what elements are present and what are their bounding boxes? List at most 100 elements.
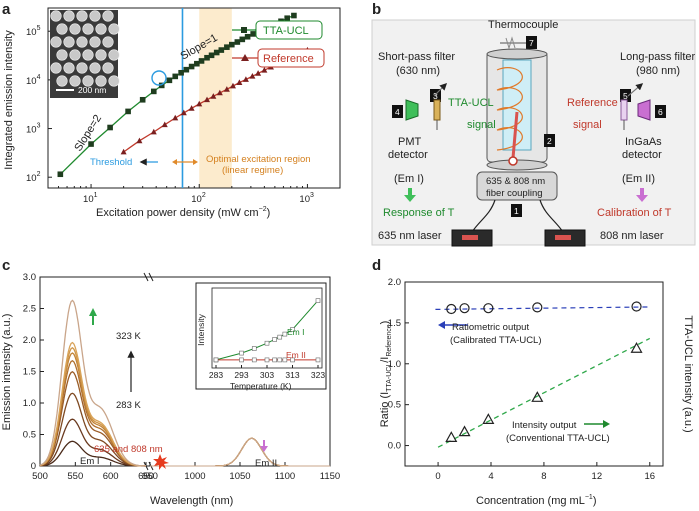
plot-c-xlabel: Wavelength (nm) <box>150 495 233 507</box>
intensity-fit <box>437 337 651 448</box>
inset-point <box>272 337 277 342</box>
tta-ucl-point <box>88 141 94 147</box>
long-pass-filter <box>620 99 628 121</box>
badge-1 <box>511 204 522 217</box>
particle <box>102 62 114 74</box>
inset-xtick-label: 293 <box>234 370 248 380</box>
reference-point <box>188 105 195 111</box>
laser-808-unit <box>544 229 586 247</box>
ytick-label-c: 0.5 <box>23 430 36 441</box>
particle <box>108 49 120 61</box>
ytick-label-c: 1.0 <box>23 398 36 409</box>
temp-low-label: 283 K <box>116 400 141 411</box>
particle <box>63 10 75 22</box>
plot-d-points <box>445 301 643 442</box>
ratiometric-point <box>446 303 457 315</box>
fiber-label-2: fiber coupling <box>486 188 543 199</box>
svg-text:3: 3 <box>433 91 438 101</box>
inset-point <box>251 346 257 351</box>
reference-point <box>216 89 223 96</box>
em2-label-c: Em II <box>255 458 277 469</box>
inset-point <box>239 357 244 363</box>
spectrum-em2-323K <box>150 437 330 467</box>
xtick-label-a: 101 <box>83 192 98 205</box>
intensity-point <box>482 413 495 424</box>
particle <box>82 49 94 61</box>
xtick-label-c: 1150 <box>320 471 340 482</box>
plot-d-ticks: 0.0 0.5 1.0 1.5 2.0 0 4 8 12 16 <box>388 277 655 482</box>
intensity-point <box>458 425 471 437</box>
calibration-arrow <box>636 188 648 202</box>
xtick-label-a: 103 <box>299 192 314 205</box>
xtick-label-d: 0 <box>435 471 440 482</box>
xtick-label-c: 1050 <box>229 471 250 482</box>
inset-point <box>290 357 295 363</box>
svg-text:1: 1 <box>514 206 519 216</box>
ratiometric-point <box>459 303 470 314</box>
inset-point <box>277 357 283 363</box>
reference-point <box>136 137 143 144</box>
ingaas-label-2: detector <box>622 149 662 161</box>
tta-ucl-point <box>57 171 64 178</box>
laser-635-label: 635 nm laser <box>378 230 442 242</box>
beam-signal-left: signal <box>467 119 496 131</box>
particle <box>95 23 107 35</box>
response-label: Response of T <box>383 207 455 219</box>
calibration-label: Calibration of T <box>597 207 672 219</box>
threshold-circle <box>151 70 167 86</box>
tta-ucl-point <box>125 108 131 115</box>
scalebar-label: 200 nm <box>78 85 106 95</box>
plot-d-frame <box>404 281 664 467</box>
tta-ucl-point <box>198 58 205 64</box>
badge-6 <box>655 105 666 118</box>
reference-point <box>204 96 211 103</box>
particle <box>108 23 120 35</box>
inset-xlabel: Temperature (K) <box>230 381 292 391</box>
particle <box>56 23 68 35</box>
spectrum-em1-288K <box>39 418 146 467</box>
reference-point <box>242 76 249 82</box>
tta-ucl-point <box>204 54 210 61</box>
reference-point <box>180 109 187 116</box>
inset-frame <box>195 282 327 390</box>
plot-d-fit-lines <box>435 306 651 448</box>
spectrum-em1-318K <box>39 341 146 467</box>
ytick-label-c: 0 <box>31 461 36 472</box>
legend-tta-ucl-label: TTA-UCL <box>263 25 309 37</box>
ytick-label-c: 1.5 <box>23 367 36 378</box>
inset-ylabel: Intensity <box>196 313 206 345</box>
reference-point <box>249 73 256 79</box>
inset-point <box>282 331 288 337</box>
cuvette-holder <box>486 48 548 171</box>
legend-reference-label: Reference <box>263 53 314 65</box>
intensity-label-2: (Conventional TTA-UCL) <box>506 433 610 444</box>
intensity-point <box>531 391 544 402</box>
ytick-label-c: 3.0 <box>23 272 36 283</box>
ratiometric-point <box>532 302 543 313</box>
excitation-beam <box>511 111 519 159</box>
ytick-label-d: 0.5 <box>388 400 401 411</box>
excitation-star-icon <box>153 454 169 470</box>
xtick-label-d: 16 <box>644 471 655 482</box>
tta-ucl-point <box>194 60 200 67</box>
inset-point <box>264 340 270 346</box>
particle <box>82 23 94 35</box>
badge-7 <box>526 36 537 49</box>
inset-point <box>264 357 270 363</box>
ytick-label-d: 0.0 <box>388 441 401 452</box>
particle <box>102 10 114 22</box>
response-arrow <box>404 188 416 202</box>
laser-635-unit <box>451 229 493 247</box>
particle <box>95 75 107 87</box>
em1-label-b: (Em I) <box>394 173 424 185</box>
particle <box>69 23 81 35</box>
tta-ucl-point <box>224 44 230 50</box>
particle <box>108 75 120 87</box>
particle <box>76 62 88 74</box>
ytick-label-d: 1.0 <box>388 359 401 370</box>
ytick-label-a: 102 <box>26 171 41 184</box>
particle <box>56 49 68 61</box>
